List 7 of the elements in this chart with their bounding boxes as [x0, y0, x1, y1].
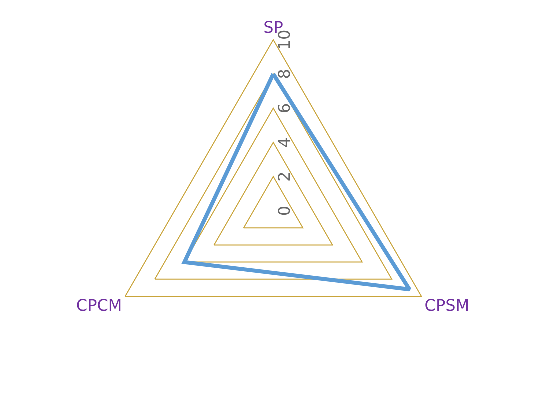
y-tick-label: 0 — [275, 206, 294, 216]
y-tick-label: 2 — [275, 172, 294, 182]
spoke-label: CPCM — [76, 296, 122, 316]
y-tick-label: 4 — [275, 138, 294, 148]
y-tick-label: 8 — [275, 69, 294, 80]
y-tick-label: 6 — [275, 103, 294, 114]
spoke-label: CPSM — [424, 296, 470, 316]
